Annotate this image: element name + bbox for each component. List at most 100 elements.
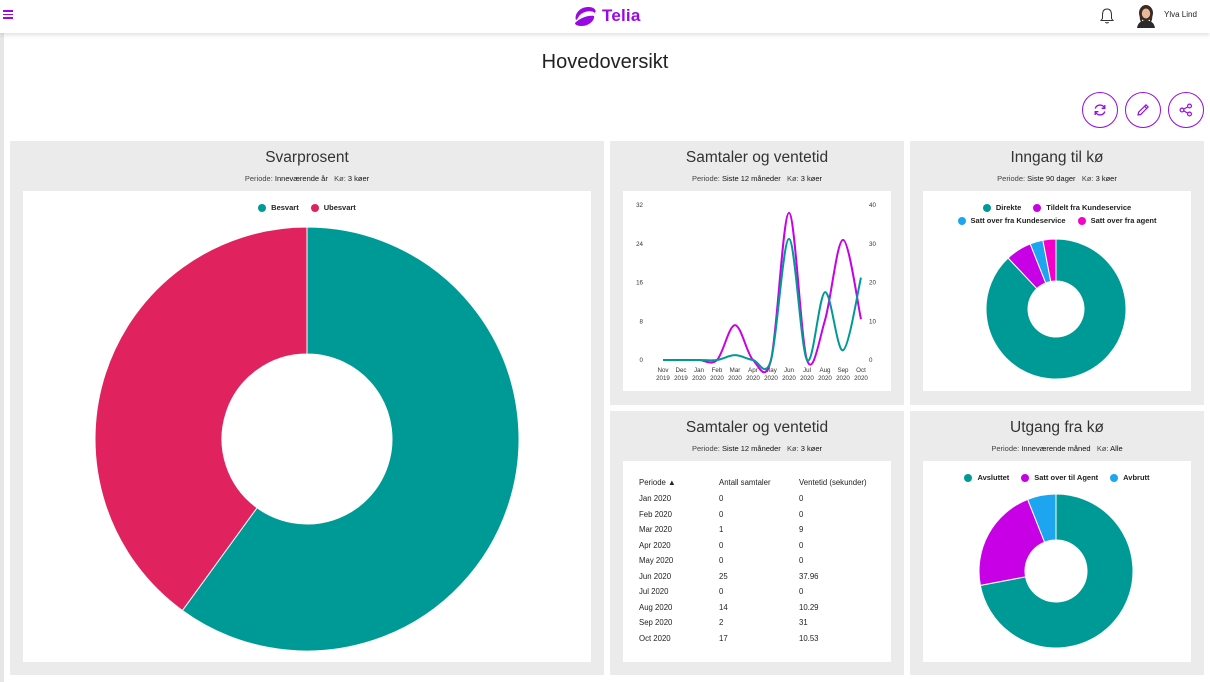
- chart-legend: Direkte Tildelt fra Kundeservice Satt over…: [923, 203, 1191, 229]
- x-tick-year-label: 2020: [764, 375, 778, 382]
- x-tick-year-label: 2020: [782, 375, 796, 382]
- y-right-tick-label: 20: [869, 280, 876, 287]
- legend-dot: [1033, 203, 1042, 212]
- x-tick-year-label: 2019: [674, 375, 688, 382]
- x-tick-label: Aug: [819, 367, 831, 374]
- legend-item[interactable]: Satt over fra Kundeservice: [957, 216, 1066, 225]
- card-subtitle: Periode: Inneværende år Kø: 3 køer: [10, 174, 604, 183]
- card-title: Samtaler og ventetid: [685, 149, 829, 166]
- x-tick-label: Feb: [712, 367, 723, 374]
- period-value: Siste 12 måneder: [721, 444, 781, 453]
- column-header-ventetid[interactable]: Ventetid (sekunder): [799, 477, 867, 487]
- legend-dot: [1077, 216, 1086, 225]
- table-cell: Jul 2020: [639, 587, 669, 597]
- donut-slice[interactable]: [181, 226, 520, 652]
- telia-pebble-icon: [575, 7, 596, 26]
- x-tick-label: Nov: [657, 367, 669, 374]
- y-left-tick-label: 24: [636, 241, 643, 248]
- period-value: Siste 90 dager: [1027, 174, 1076, 183]
- donut-slice[interactable]: [1042, 238, 1057, 283]
- period-label: Periode:: [997, 174, 1026, 183]
- user-name[interactable]: Ylva Lind: [1164, 10, 1197, 19]
- legend-dot: [957, 216, 966, 225]
- legend-item[interactable]: Direkte: [982, 203, 1021, 212]
- telia-logo[interactable]: Telia: [572, 3, 640, 29]
- edit-button[interactable]: [1125, 92, 1161, 128]
- queue-label: Kø:: [787, 174, 799, 183]
- y-left-tick-label: 16: [636, 280, 643, 287]
- column-header-antall[interactable]: Antall samtaler: [719, 477, 771, 487]
- card-title: Samtaler og ventetid: [685, 419, 829, 436]
- table-cell: 1: [719, 525, 724, 535]
- legend-label: Besvart: [271, 203, 299, 212]
- table-cell: 17: [719, 633, 728, 643]
- period-value: Siste 12 måneder: [721, 174, 781, 183]
- series-line[interactable]: [662, 211, 862, 374]
- legend-label: Avsluttet: [977, 473, 1010, 482]
- x-tick-label: Oct: [856, 367, 866, 374]
- legend-item[interactable]: Satt over fra agent: [1077, 216, 1157, 225]
- x-tick-label: Mar: [730, 367, 741, 374]
- x-tick-label: Jan: [694, 367, 705, 374]
- legend-item[interactable]: Ubesvart: [310, 203, 356, 212]
- table-cell: 0: [719, 587, 724, 597]
- x-tick-year-label: 2020: [728, 375, 742, 382]
- samtaler-table-card: Samtaler og ventetid Periode: Siste 12 m…: [610, 411, 904, 675]
- card-subtitle: Periode: Siste 90 dager Kø: 3 køer: [910, 174, 1204, 183]
- table-cell: Mar 2020: [639, 525, 672, 535]
- legend-dot: [1110, 473, 1119, 482]
- avatar[interactable]: [1135, 4, 1157, 28]
- svarprosent-card: Svarprosent Periode: Inneværende år Kø: …: [10, 141, 604, 675]
- table-cell: 10.53: [799, 633, 819, 643]
- legend-dot: [1021, 473, 1030, 482]
- series-line[interactable]: [662, 237, 862, 371]
- refresh-button[interactable]: [1082, 92, 1118, 128]
- donut-slice[interactable]: [94, 226, 308, 612]
- refresh-icon: [1094, 104, 1106, 116]
- card-subtitle: Periode: Siste 12 måneder Kø: 3 køer: [610, 444, 904, 453]
- x-tick-label: Jul: [803, 367, 811, 374]
- donut-chart: [978, 493, 1134, 649]
- samtaler-chart-card: Samtaler og ventetid Periode: Siste 12 m…: [610, 141, 904, 405]
- queue-value: 3 køer: [800, 174, 823, 183]
- line-chart: 08162432010203040Nov2019Dec2019Jan2020Fe…: [636, 202, 876, 382]
- x-tick-year-label: 2020: [800, 375, 814, 382]
- legend-label: Satt over fra agent: [1090, 216, 1157, 225]
- table-row: Jan 2020 0 0: [639, 491, 889, 507]
- period-value: Inneværende år: [274, 174, 328, 183]
- legend-item[interactable]: Satt over til Agent: [1021, 473, 1098, 482]
- share-button[interactable]: [1168, 92, 1204, 128]
- table-cell: Apr 2020: [639, 540, 671, 550]
- table-cell: Aug 2020: [639, 602, 673, 612]
- donut-chart: [985, 238, 1127, 380]
- donut-chart: [94, 226, 520, 652]
- y-right-tick-label: 0: [869, 357, 873, 364]
- legend-label: Avbrutt: [1123, 473, 1150, 482]
- legend-item[interactable]: Avbrutt: [1110, 473, 1150, 482]
- x-tick-label: Jun: [784, 367, 795, 374]
- x-tick-year-label: 2020: [818, 375, 832, 382]
- legend-item[interactable]: Avsluttet: [964, 473, 1009, 482]
- x-tick-label: Sep: [837, 367, 849, 374]
- bell-icon[interactable]: [1098, 7, 1116, 25]
- queue-label: Kø:: [334, 174, 346, 183]
- legend-item[interactable]: Tildelt fra Kundeservice: [1033, 203, 1131, 212]
- card-title: Svarprosent: [265, 149, 349, 166]
- table-cell: 0: [799, 540, 804, 550]
- queue-label: Kø:: [787, 444, 799, 453]
- page-title: Hovedoversikt: [541, 51, 669, 73]
- y-right-tick-label: 10: [869, 318, 876, 325]
- x-tick-label: Apr: [748, 367, 758, 374]
- legend-label: Satt over fra Kundeservice: [970, 216, 1066, 225]
- donut-slice[interactable]: [985, 238, 1127, 380]
- donut-slice[interactable]: [978, 498, 1046, 587]
- donut-slice[interactable]: [1027, 493, 1057, 543]
- donut-slice[interactable]: [979, 493, 1134, 649]
- menu-icon[interactable]: [3, 10, 13, 19]
- table-cell: Feb 2020: [639, 509, 672, 519]
- period-value: Inneværende måned: [1021, 444, 1091, 453]
- legend-item[interactable]: Besvart: [258, 203, 299, 212]
- table-cell: 37.96: [799, 571, 819, 581]
- column-header-periode[interactable]: Periode ▲: [639, 477, 676, 487]
- chart-area: Besvart Ubesvart: [23, 191, 591, 662]
